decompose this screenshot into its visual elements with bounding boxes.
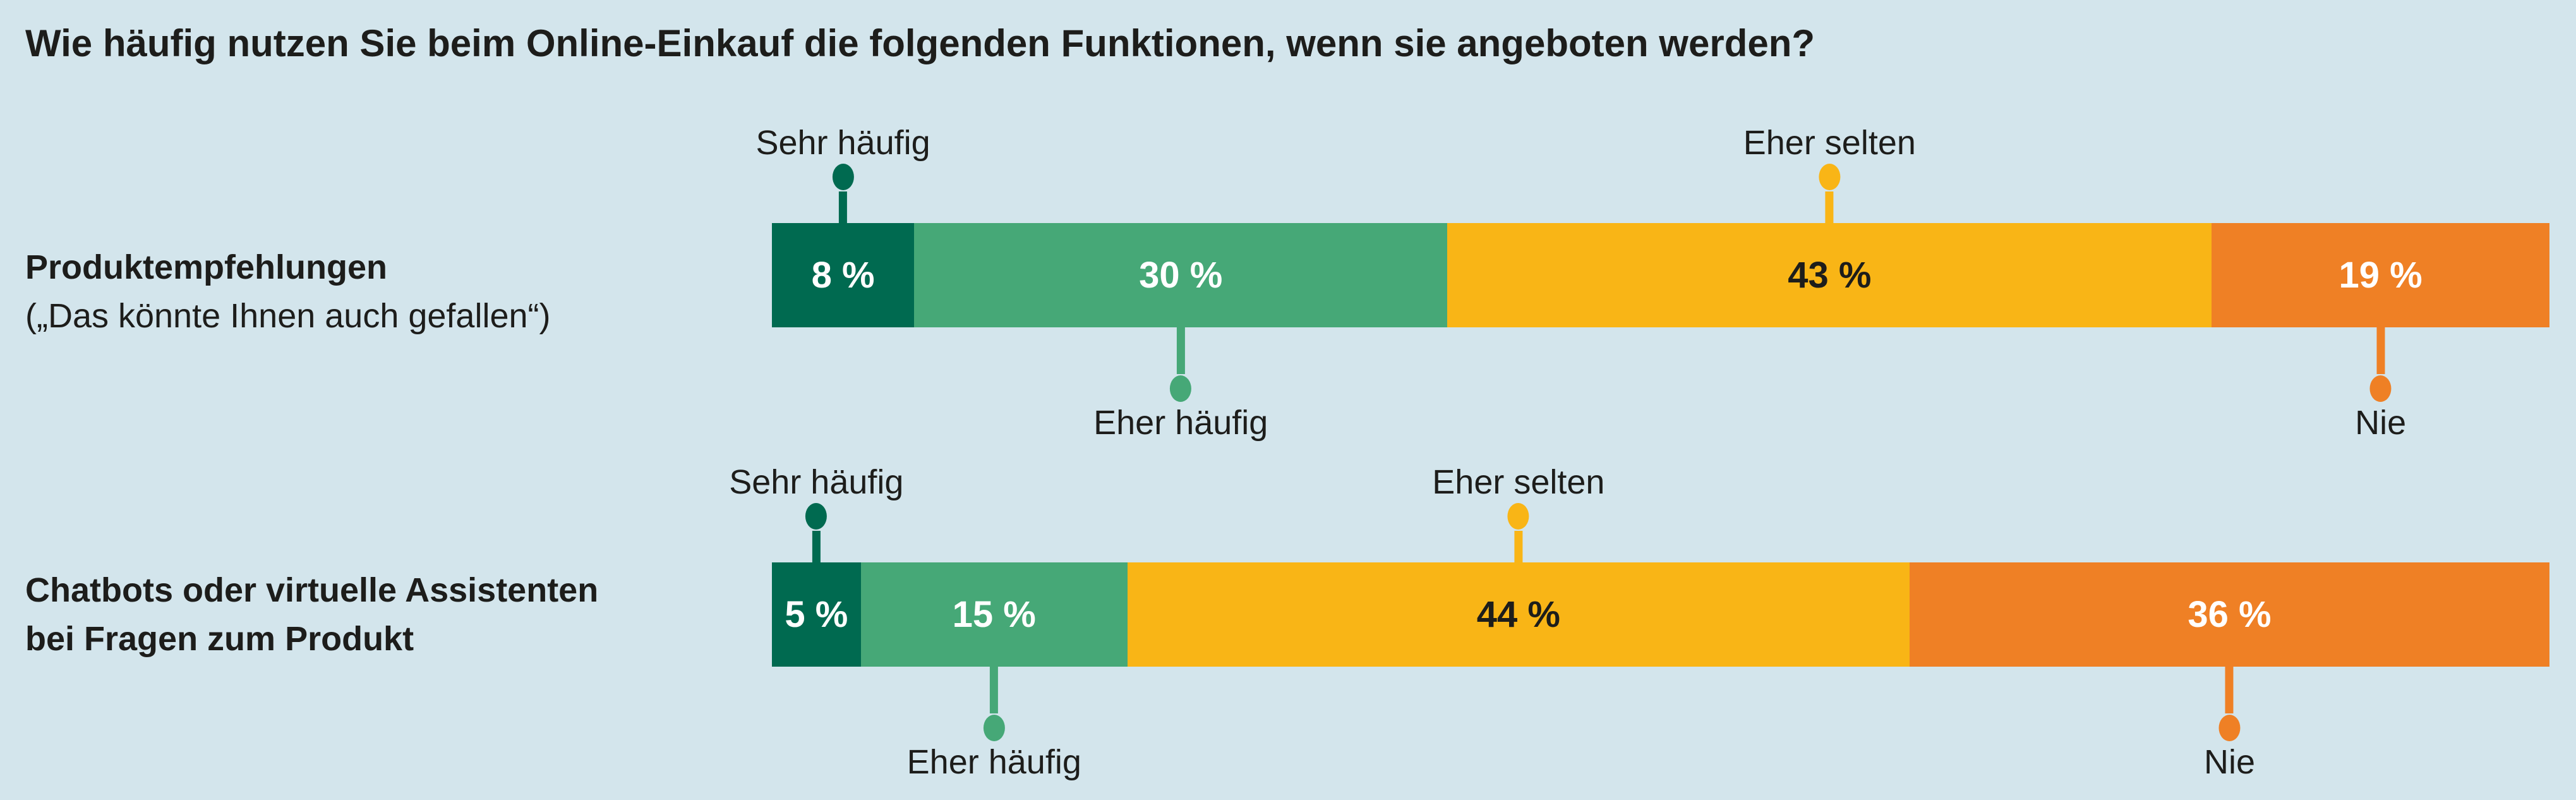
callout-stem <box>812 531 821 562</box>
callout-stem <box>1176 327 1185 374</box>
chart-row: Produktempfehlungen („Das könnte Ihnen au… <box>0 123 2576 442</box>
callout-dot-icon <box>2369 375 2392 402</box>
callout-dot-icon <box>832 164 854 190</box>
bar-segment: 5 % <box>772 562 861 667</box>
stacked-bar: 5 % 15 % 44 % 36 % <box>772 562 2549 667</box>
callout-dot-icon <box>2218 715 2241 741</box>
segment-value-label: 44 % <box>1476 594 1560 635</box>
callout-dot-icon <box>983 715 1005 741</box>
bar-segment: 15 % <box>860 562 1128 667</box>
callout-stem <box>1514 531 1523 562</box>
callout-stem <box>990 667 999 713</box>
callout: Sehr häufig <box>755 123 930 223</box>
category-label-line1: Produktempfehlungen <box>25 248 388 286</box>
chart-title: Wie häufig nutzen Sie beim Online-Einkau… <box>25 22 1815 64</box>
callout: Sehr häufig <box>729 463 903 562</box>
callout-dot-icon <box>805 503 828 530</box>
bar-segment: 19 % <box>2212 223 2549 327</box>
callout-stem <box>839 191 848 223</box>
segment-value-label: 8 % <box>811 255 875 296</box>
segment-value-label: 15 % <box>952 594 1036 635</box>
bar-segment: 30 % <box>914 223 1448 327</box>
callout: Eher häufig <box>907 667 1081 782</box>
callout-label: Eher selten <box>1432 463 1605 501</box>
callout: Eher häufig <box>1093 327 1268 442</box>
callout-label: Nie <box>2203 743 2255 781</box>
segment-value-label: 43 % <box>1788 255 1872 296</box>
callout-label: Eher häufig <box>1093 404 1268 442</box>
callout-label: Sehr häufig <box>729 463 904 501</box>
callout: Eher selten <box>1432 463 1604 562</box>
chart-row: Chatbots oder virtuelle Assistenten bei F… <box>0 463 2576 782</box>
bar-segment: 8 % <box>772 223 915 327</box>
segment-value-label: 30 % <box>1139 255 1223 296</box>
callout-label: Eher selten <box>1743 124 1916 162</box>
callout: Nie <box>2355 327 2406 442</box>
callout-label: Sehr häufig <box>755 124 930 162</box>
callout-stem <box>1825 191 1834 223</box>
segment-value-label: 19 % <box>2338 255 2423 296</box>
category-label-line1: Chatbots oder virtuelle Assistenten <box>25 571 599 609</box>
callout-label: Eher häufig <box>906 743 1081 781</box>
callout-dot-icon <box>1507 503 1529 530</box>
segment-value-label: 36 % <box>2188 594 2272 635</box>
bar-segment: 36 % <box>1909 562 2549 667</box>
category-label-line2: („Das könnte Ihnen auch gefallen“) <box>25 296 551 335</box>
callout-stem <box>2376 327 2385 374</box>
bar-segment: 43 % <box>1447 223 2212 327</box>
category-label-line2: bei Fragen zum Produkt <box>25 619 414 658</box>
callout: Eher selten <box>1743 123 1916 223</box>
category-label: Chatbots oder virtuelle Assistenten bei F… <box>25 566 598 664</box>
callout-dot-icon <box>1819 164 1841 190</box>
callout-label: Nie <box>2355 404 2407 442</box>
bar-segment: 44 % <box>1127 562 1910 667</box>
callout-stem <box>2225 667 2234 713</box>
segment-value-label: 5 % <box>785 594 848 635</box>
stacked-bar: 8 % 30 % 43 % 19 % <box>772 223 2549 327</box>
callout: Nie <box>2204 667 2255 782</box>
callout-dot-icon <box>1170 375 1192 402</box>
category-label: Produktempfehlungen („Das könnte Ihnen au… <box>25 243 551 341</box>
